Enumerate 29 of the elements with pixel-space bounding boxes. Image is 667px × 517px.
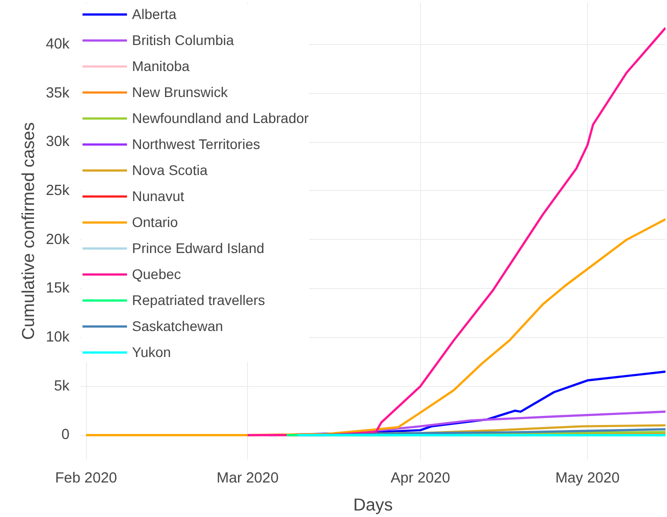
legend-label: Repatriated travellers xyxy=(132,291,266,310)
y-tick-label: 5k xyxy=(54,378,70,394)
legend-label: Newfoundland and Labrador xyxy=(132,109,309,128)
x-tick-label: May 2020 xyxy=(555,470,620,486)
x-axis-title: Days xyxy=(353,494,394,514)
y-tick-label: 0 xyxy=(61,427,70,444)
x-tick-label: Feb 2020 xyxy=(55,470,118,486)
legend-label: Northwest Territories xyxy=(132,135,260,154)
legend-label: Ontario xyxy=(132,213,178,232)
y-tick-label: 30k xyxy=(46,134,70,150)
x-tick-label: Mar 2020 xyxy=(216,470,279,486)
legend-label: British Columbia xyxy=(132,31,234,50)
y-axis-title: Cumulative confirmed cases xyxy=(18,122,38,340)
y-tick-label: 25k xyxy=(46,182,70,199)
legend-label: Prince Edward Island xyxy=(132,239,264,258)
y-tick-label: 20k xyxy=(46,232,70,248)
legend-label: Manitoba xyxy=(132,57,190,76)
y-tick-label: 40k xyxy=(46,36,70,52)
y-tick-label: 15k xyxy=(46,280,70,297)
legend-label: Quebec xyxy=(132,265,182,284)
x-tick-label: Apr 2020 xyxy=(390,470,450,486)
y-tick-label: 35k xyxy=(46,85,70,102)
legend-label: Saskatchewan xyxy=(132,317,224,336)
y-tick-label: 10k xyxy=(46,329,70,346)
legend-label: Alberta xyxy=(132,5,176,24)
legend-label: New Brunswick xyxy=(132,83,228,102)
legend-label: Nunavut xyxy=(132,187,184,206)
legend-label: Nova Scotia xyxy=(132,161,208,180)
legend-label: Yukon xyxy=(132,343,171,362)
